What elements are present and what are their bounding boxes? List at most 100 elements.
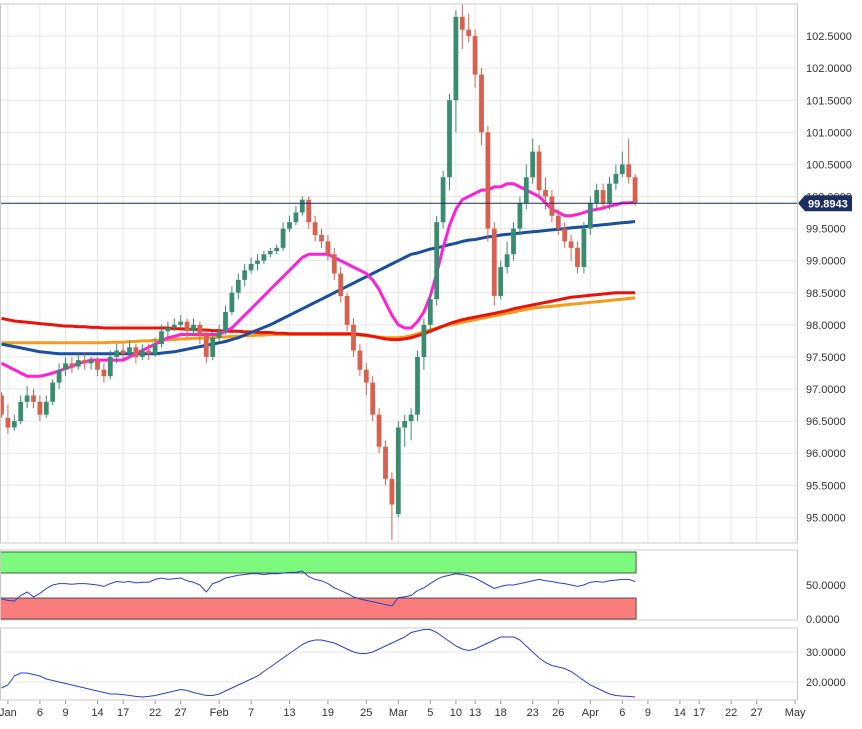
ma-blue-line: [1, 220, 636, 356]
x-tick-label: Feb: [210, 707, 229, 719]
candle-down: [338, 267, 344, 303]
candle-body: [370, 382, 376, 415]
candle-up: [511, 222, 516, 261]
candle-body: [152, 344, 158, 354]
candle-down: [184, 318, 190, 338]
candle-down: [632, 174, 638, 207]
candle-up: [427, 292, 433, 332]
candle-body: [261, 254, 267, 261]
price-panel: 95.0000 95.5000 96.0000 96.5000 97.0000 97.50…: [0, 4, 852, 543]
price-tick-label: 102.0000: [806, 63, 852, 75]
candle-down: [363, 363, 369, 396]
candle-up: [517, 196, 523, 235]
candle-up: [498, 260, 504, 300]
candle-up: [255, 254, 260, 271]
candle-body: [415, 356, 420, 415]
price-frame: [0, 3, 798, 544]
candle-down: [485, 125, 491, 242]
candle-down: [5, 405, 11, 434]
x-tick-label: 13: [283, 707, 295, 719]
candle-body: [530, 151, 536, 178]
candle-up: [293, 206, 299, 226]
adx-panel: 20.0000 30.0000: [0, 629, 846, 698]
candle-body: [319, 235, 324, 242]
price-tick-label: 99.5000: [806, 224, 846, 236]
x-tick-label: 22: [149, 707, 161, 719]
candle-down: [319, 228, 324, 248]
candle-down: [370, 376, 376, 422]
candle-up: [447, 93, 452, 191]
candle-body: [632, 177, 638, 204]
candle-body: [600, 190, 606, 203]
candle-body: [402, 421, 408, 428]
rsi-oversold-band: [0, 597, 637, 620]
candle-body: [11, 421, 17, 428]
candle-body: [203, 334, 209, 357]
candle-body: [31, 395, 36, 402]
candle-up: [165, 321, 171, 338]
candle-down: [120, 344, 126, 361]
candle-up: [619, 151, 625, 178]
candle-up: [178, 315, 184, 329]
candle-down: [351, 318, 356, 357]
candle-body: [491, 228, 497, 296]
rsi-overbought-band: [0, 551, 637, 574]
candle-body: [299, 199, 305, 213]
candle-body: [171, 324, 177, 329]
candle-up: [434, 215, 440, 306]
candle-body: [159, 331, 164, 345]
candle-down: [325, 235, 331, 261]
candle-body: [389, 478, 395, 505]
candle-body: [69, 363, 75, 367]
x-tick-label: 9: [645, 707, 651, 719]
price-tick-label: 101.5000: [806, 95, 852, 107]
candle-down: [543, 177, 548, 210]
candle-up: [216, 324, 222, 341]
candle-down: [0, 392, 4, 418]
candle-body: [114, 350, 120, 357]
price-tick-label: 99.0000: [806, 256, 846, 268]
candle-down: [312, 215, 318, 242]
candle-body: [229, 292, 235, 312]
x-tick-label: 22: [725, 707, 737, 719]
x-tick-label: 26: [552, 707, 564, 719]
x-tick-label: 19: [322, 707, 334, 719]
candle-body: [607, 183, 612, 203]
x-tick-label: 10: [450, 707, 462, 719]
candle-down: [479, 68, 484, 146]
candle-down: [389, 472, 395, 540]
candle-down: [101, 363, 107, 383]
candle-up: [56, 363, 62, 389]
candle-body: [120, 350, 126, 354]
candle-body: [191, 324, 196, 332]
candle-up: [127, 340, 132, 357]
candle-body: [344, 295, 350, 325]
candle-down: [536, 145, 542, 197]
candle-down: [95, 356, 100, 377]
candle-body: [293, 212, 299, 223]
candle-up: [191, 318, 196, 335]
candle-up: [440, 170, 446, 229]
x-tick-label: 27: [751, 707, 763, 719]
x-tick-label: 6: [619, 707, 625, 719]
candle-down: [197, 321, 203, 345]
candle-up: [530, 138, 536, 184]
candle-body: [242, 270, 248, 280]
candle-down: [331, 247, 337, 280]
x-tick-label: 7: [248, 707, 254, 719]
candle-body: [447, 100, 452, 178]
candle-body: [338, 273, 344, 296]
candle-body: [255, 260, 260, 264]
candle-body: [82, 360, 88, 364]
candle-body: [626, 164, 632, 178]
candle-body: [543, 190, 548, 197]
candle-body: [376, 414, 382, 447]
x-tick-label: 14: [674, 707, 686, 719]
candle-up: [24, 385, 30, 409]
candle-down: [357, 344, 363, 377]
candle-up: [11, 414, 17, 431]
adx-frame: [0, 627, 798, 701]
candle-up: [159, 324, 164, 348]
candle-body: [459, 16, 465, 30]
